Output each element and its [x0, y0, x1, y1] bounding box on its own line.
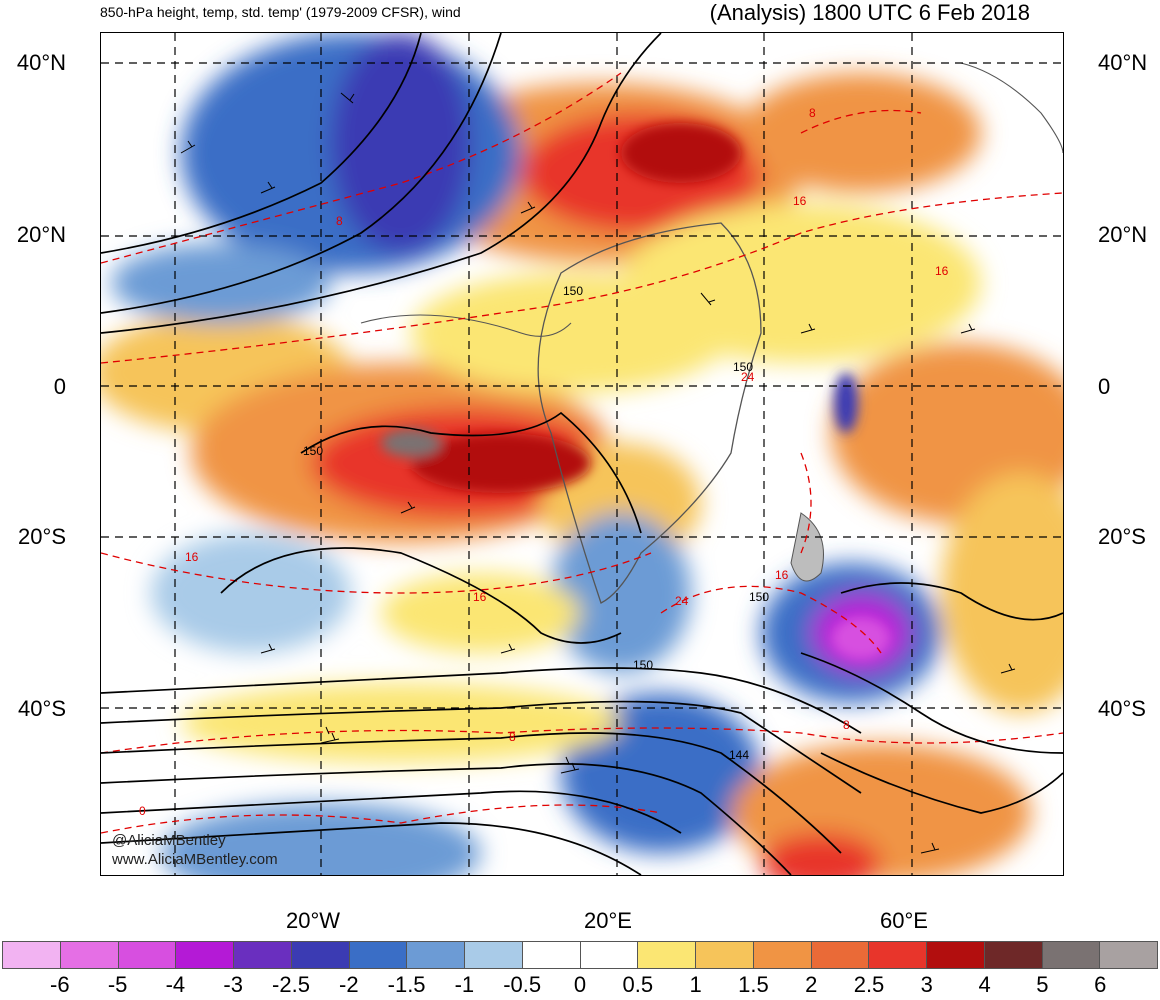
madagascar: [790, 512, 824, 582]
contour-labels: 150 150 150 150 150 144 8 16 16 16 24 16…: [139, 106, 949, 818]
colorbar-swatch: [926, 941, 984, 969]
colorbar-swatch: [810, 941, 869, 969]
colorbar-tick-label: -1: [454, 972, 475, 997]
lat-label-left-40s: 40°S: [18, 696, 66, 721]
colorbar-swatch: [637, 941, 695, 969]
temp-label-8-b: 8: [809, 106, 816, 120]
temp-label-8-c: 8: [509, 730, 516, 744]
colorbar-swatch: [175, 941, 233, 969]
height-contours: [101, 33, 1063, 875]
map-panel: 150 150 150 150 150 144 8 16 16 16 24 16…: [100, 32, 1064, 876]
colorbar-swatch: [983, 941, 1042, 969]
colorbar-swatch: [579, 941, 638, 969]
coastline-asia: [960, 62, 1063, 154]
height-label-150-a: 150: [563, 284, 583, 298]
colorbar-tick-label: -3: [223, 972, 243, 997]
colorbar-swatch: [348, 941, 407, 969]
height-label-144: 144: [729, 748, 749, 762]
lon-label-60e: 60°E: [880, 908, 928, 933]
colorbar-tick-label: -4: [165, 972, 186, 997]
colorbar-swatch: [521, 941, 580, 969]
temp-label-16-b: 16: [935, 264, 949, 278]
lat-label-right-40s: 40°S: [1098, 696, 1146, 721]
height-label-150-e: 150: [633, 658, 653, 672]
lat-label-right-20s: 20°S: [1098, 524, 1146, 549]
temperature-contours: [101, 72, 1063, 834]
lat-label-right-eq: 0: [1098, 374, 1111, 399]
colorbar-swatch: [695, 941, 753, 969]
colorbar-tick-label: 2.5: [853, 972, 885, 997]
colorbar-tick-label: -6: [50, 972, 70, 997]
colorbar-tick-label: 0: [573, 972, 587, 997]
temp-label-16-a: 16: [793, 194, 807, 208]
anomaly-cores: [381, 123, 891, 660]
colorbar-tick-label: 1: [689, 972, 702, 997]
colorbar-swatch: [868, 941, 926, 969]
colorbar-swatch: [59, 941, 118, 969]
temp-label-8-a: 8: [336, 214, 343, 228]
colorbar-swatch: [290, 941, 349, 969]
colorbar: [2, 941, 1158, 969]
colorbar-tick-label: 4: [978, 972, 991, 997]
temp-label-16-c: 16: [185, 550, 199, 564]
height-label-150-c: 150: [303, 444, 323, 458]
lat-label-left-eq: 0: [53, 374, 66, 399]
map-subtitle: 850-hPa height, temp, std. temp' (1979-2…: [100, 4, 461, 20]
colorbar-swatch: [1041, 941, 1100, 969]
lat-label-right-20n: 20°N: [1098, 222, 1148, 247]
colorbar-tick-label: 6: [1094, 972, 1107, 997]
colorbar-swatch: [233, 941, 291, 969]
colorbar-tick-label: 2: [805, 972, 818, 997]
temp-label-16-d: 16: [473, 590, 487, 604]
temp-label-24-b: 24: [675, 594, 689, 608]
coastline-west-africa: [360, 314, 572, 337]
lon-label-20w: 20°W: [286, 908, 341, 933]
lat-label-left-40n: 40°N: [16, 50, 66, 75]
colorbar-tick-label: -2: [339, 972, 359, 997]
temp-label-16-e: 16: [775, 568, 789, 582]
colorbar-tick-label: -0.5: [503, 972, 542, 997]
lat-label-right-40n: 40°N: [1098, 50, 1148, 75]
temp-label-24-a: 24: [741, 370, 755, 384]
lat-label-left-20n: 20°N: [16, 222, 66, 247]
colorbar-tick-label: 1.5: [738, 972, 769, 997]
colorbar-swatch: [2, 941, 60, 969]
credit-website: www.AliciaMBentley.com: [112, 851, 278, 868]
colorbar-swatch: [464, 941, 522, 969]
lat-label-left-20s: 20°S: [18, 524, 66, 549]
colorbar-tick-label: 5: [1036, 972, 1049, 997]
wind-barbs: [180, 92, 1016, 854]
colorbar-tick-label: -2.5: [272, 972, 310, 997]
height-label-150-d: 150: [749, 590, 769, 604]
temp-label-8-d: 8: [843, 718, 850, 732]
temp-label-0: 0: [139, 804, 146, 818]
credit-handle: @AliciaMBentley: [112, 832, 226, 849]
coastline-africa: [537, 222, 762, 604]
lon-label-20e: 20°E: [584, 908, 632, 933]
colorbar-swatch: [752, 941, 811, 969]
colorbar-tick-label: 0.5: [622, 972, 654, 997]
colorbar-tick-label: -1.5: [387, 972, 426, 997]
colorbar-swatch: [406, 941, 464, 969]
map-svg: 150 150 150 150 150 144 8 16 16 16 24 16…: [101, 33, 1063, 875]
height-label-150-b: 150: [733, 360, 753, 374]
colorbar-tick-label: 3: [920, 972, 933, 997]
map-title: (Analysis) 1800 UTC 6 Feb 2018: [709, 0, 1030, 25]
colorbar-tick-label: -5: [107, 972, 128, 997]
colorbar-swatch: [1099, 941, 1158, 969]
colorbar-swatch: [117, 941, 176, 969]
colorbar-labels: -6 -5 -4 -3 -2.5 -2 -1.5 -1 -0.5 0 0.5 1 1.5 2 2.5 3 4 5 6: [0, 970, 1160, 1000]
gridlines: [101, 33, 1063, 875]
